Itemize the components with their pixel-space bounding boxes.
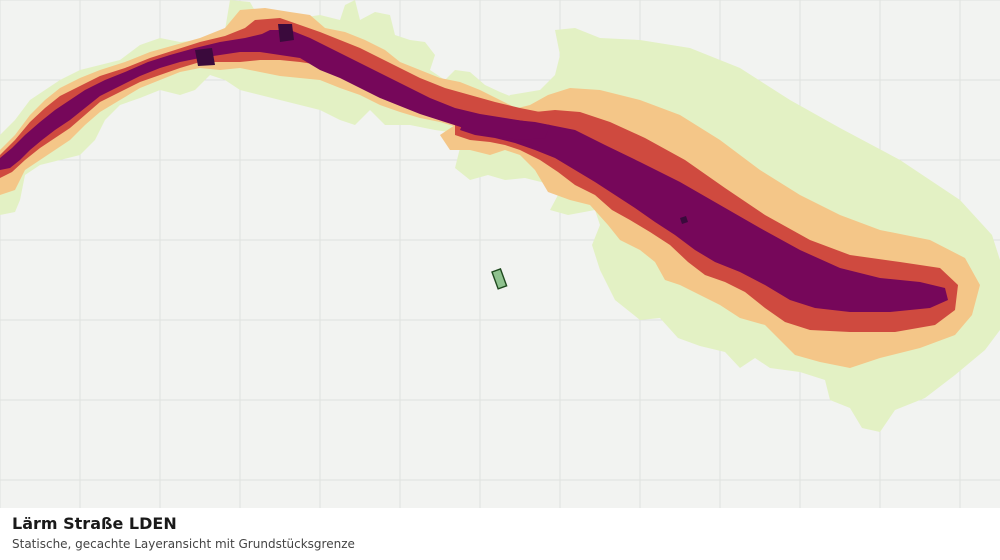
noise-band-highest — [195, 24, 688, 224]
noise-band-high — [0, 30, 948, 312]
map-subtitle: Statische, gecachte Layeransicht mit Gru… — [12, 537, 355, 551]
parcel-boundary[interactable] — [491, 268, 508, 290]
map-title: Lärm Straße LDEN — [12, 514, 177, 533]
caption-panel: Lärm Straße LDEN Statische, gecachte Lay… — [0, 508, 1000, 560]
map-svg — [0, 0, 1000, 508]
map-canvas[interactable] — [0, 0, 1000, 508]
